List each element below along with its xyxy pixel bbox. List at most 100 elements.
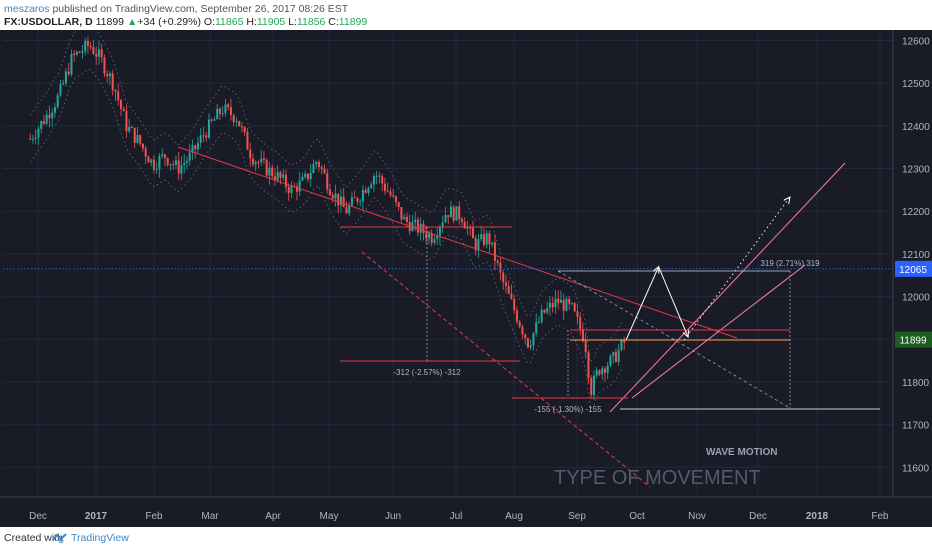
published-text: published on TradingView.com, September … xyxy=(52,3,349,15)
candle-body xyxy=(392,195,395,197)
candle-body xyxy=(584,341,587,353)
candle-body xyxy=(559,299,562,303)
low-value: 11856 xyxy=(296,16,326,28)
chart-area[interactable]: 1260012500124001230012200121001200011900… xyxy=(0,21,932,527)
candle-body xyxy=(155,169,158,171)
candle-body xyxy=(551,302,554,308)
candle-body xyxy=(400,207,403,220)
candle-body xyxy=(573,303,576,312)
candle-body xyxy=(45,114,48,124)
candle-body xyxy=(463,221,466,229)
candle-body xyxy=(64,71,67,83)
arrow-head-down xyxy=(682,330,690,339)
candle-body xyxy=(257,162,260,164)
candle-body xyxy=(108,73,111,77)
candle-body xyxy=(254,162,257,165)
candle-body xyxy=(238,120,241,127)
candle-body xyxy=(282,174,285,178)
price-tick-label: 12600 xyxy=(902,37,930,48)
candle-body xyxy=(576,311,579,317)
candle-body xyxy=(419,223,422,233)
candle-body xyxy=(51,112,54,119)
candle-body xyxy=(199,135,202,143)
candle-body xyxy=(235,120,238,122)
candle-body xyxy=(323,168,326,174)
candle-body xyxy=(504,282,507,287)
candle-body xyxy=(493,242,496,261)
open-label: O: xyxy=(203,16,215,28)
candle-body xyxy=(106,73,109,77)
candle-body xyxy=(114,89,117,92)
price-tick-label: 12000 xyxy=(902,293,930,304)
candle-body xyxy=(161,154,164,157)
candle-body xyxy=(603,368,606,373)
candle-body xyxy=(513,298,516,311)
candle-body xyxy=(433,239,436,243)
candle-body xyxy=(188,152,191,161)
tradingview-link[interactable]: TradingView xyxy=(71,532,129,544)
candle-body xyxy=(207,119,210,138)
candle-body xyxy=(436,235,439,240)
candle-body xyxy=(606,365,609,373)
price-badge-label: 11899 xyxy=(899,336,927,347)
candle-body xyxy=(348,205,351,214)
candle-body xyxy=(40,121,43,129)
candle-body xyxy=(59,84,62,96)
time-tick-label: Sep xyxy=(568,511,586,522)
candle-body xyxy=(100,49,103,58)
time-tick-label: Aug xyxy=(505,511,523,522)
candle-body xyxy=(119,100,122,109)
candle-body xyxy=(565,298,568,311)
candle-body xyxy=(529,345,532,348)
price-tick-label: 12200 xyxy=(902,207,930,218)
candle-body xyxy=(185,160,188,163)
candle-body xyxy=(554,298,557,308)
candle-body xyxy=(150,159,153,163)
price-badge-label: 12065 xyxy=(899,265,927,276)
candle-body xyxy=(350,197,353,206)
close-label: C: xyxy=(328,16,339,28)
price-tick-label: 12500 xyxy=(902,79,930,90)
candle-body xyxy=(290,186,293,194)
candle-body xyxy=(163,154,166,158)
candle-body xyxy=(427,233,430,239)
price-change: +34 (+0.29%) xyxy=(137,16,201,28)
price-tick-label: 11600 xyxy=(902,463,930,474)
candle-body xyxy=(510,293,513,299)
price-chart[interactable]: 1260012500124001230012200121001200011900… xyxy=(0,21,932,527)
open-value: 11865 xyxy=(215,16,244,28)
last-price: 11899 xyxy=(95,16,125,28)
author-link[interactable]: meszaros xyxy=(4,3,50,15)
candle-body xyxy=(364,190,367,193)
candle-body xyxy=(422,223,425,233)
candle-body xyxy=(334,193,337,199)
candle-body xyxy=(227,104,230,108)
price-tick-label: 11800 xyxy=(902,378,930,389)
candle-body xyxy=(595,370,598,376)
time-tick-label: Dec xyxy=(749,511,767,522)
red-dashed-channel-line xyxy=(361,251,651,488)
candle-body xyxy=(117,91,120,101)
candle-body xyxy=(166,157,169,165)
candle-body xyxy=(378,175,381,177)
candle-body xyxy=(460,218,463,222)
candle-body xyxy=(345,207,348,214)
candle-body xyxy=(532,333,535,346)
candle-body xyxy=(191,145,194,153)
price-badge xyxy=(895,331,932,348)
candle-body xyxy=(526,338,529,348)
candle-body xyxy=(414,219,417,223)
candle-body xyxy=(273,176,276,180)
candle-body xyxy=(62,82,65,85)
price-tick-label: 12300 xyxy=(902,165,930,176)
candle-body xyxy=(229,107,232,116)
grey-dashed-channel-line xyxy=(557,270,791,409)
candle-body xyxy=(535,322,538,334)
candle-body xyxy=(353,197,356,199)
candle-body xyxy=(315,162,318,165)
candle-body xyxy=(232,115,235,122)
symbol-label: FX:USDOLLAR, D xyxy=(4,16,93,28)
candle-body xyxy=(562,299,565,311)
candle-body xyxy=(271,167,274,177)
candle-body xyxy=(375,175,378,177)
